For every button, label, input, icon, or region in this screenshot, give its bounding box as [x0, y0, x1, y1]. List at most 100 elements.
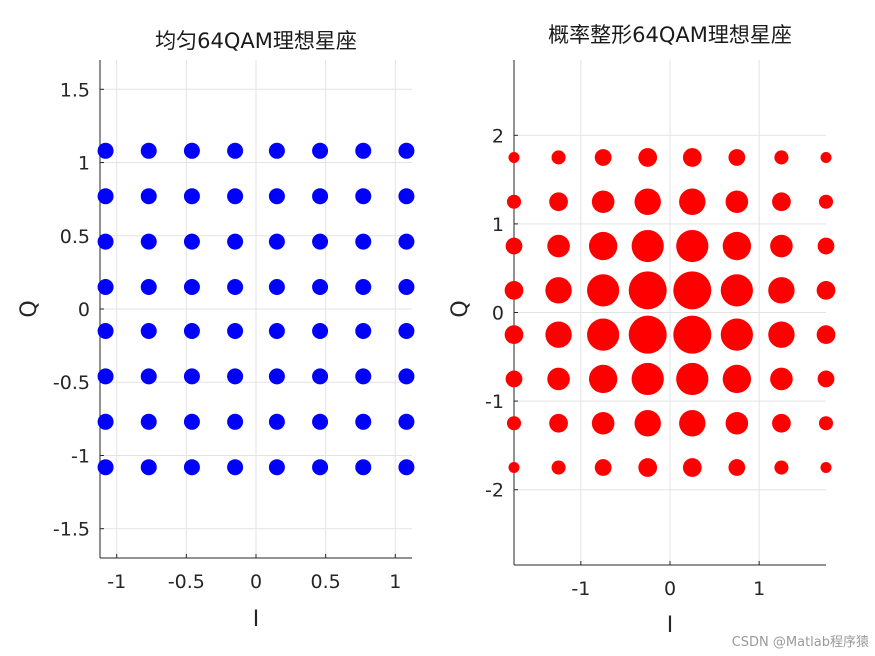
constellation-point — [634, 188, 661, 215]
constellation-point — [355, 322, 372, 339]
y-tick-label: 1.5 — [60, 79, 90, 101]
constellation-point — [268, 413, 285, 430]
constellation-point — [355, 459, 372, 476]
constellation-point — [312, 142, 329, 159]
constellation-point — [398, 322, 415, 339]
y-tick-label: 0 — [492, 303, 504, 325]
constellation-point — [508, 462, 520, 474]
constellation-point — [673, 271, 712, 310]
constellation-point — [720, 318, 753, 351]
constellation-point — [312, 459, 329, 476]
constellation-point — [591, 411, 615, 435]
constellation-point — [816, 280, 836, 300]
constellation-point — [398, 368, 415, 385]
y-tick-label: 2 — [492, 125, 504, 147]
constellation-point — [227, 142, 244, 159]
y-axis-label: Q — [448, 300, 473, 317]
constellation-point — [818, 194, 834, 209]
constellation-point — [97, 368, 114, 385]
constellation-point — [227, 322, 244, 339]
y-axis-label: Q — [17, 300, 42, 317]
constellation-point — [545, 277, 572, 304]
constellation-point — [140, 413, 157, 430]
constellation-point — [355, 188, 372, 205]
constellation-point — [398, 413, 415, 430]
y-tick-label: -0.5 — [53, 372, 90, 394]
constellation-point — [97, 142, 114, 159]
chart-uniform-64qam: 均匀64QAM理想星座 -1 -0.5 0 0.5 1 -1.5 -1 -0.5 0 0.5 1 1.… — [17, 29, 415, 632]
constellation-point — [588, 364, 618, 394]
x-tick-label: 0 — [664, 578, 676, 600]
constellation-point — [725, 411, 749, 435]
x-tick-label: -0.5 — [168, 571, 205, 593]
constellation-point — [772, 413, 791, 433]
constellation-point — [676, 229, 709, 263]
constellation-point — [816, 325, 836, 345]
x-axis-label: I — [253, 607, 260, 632]
constellation-point — [508, 151, 520, 163]
constellation-point — [140, 142, 157, 159]
constellation-point — [817, 370, 835, 388]
constellation-point — [183, 142, 200, 159]
constellation-point — [312, 279, 329, 296]
constellation-point — [504, 280, 524, 300]
constellation-point — [728, 459, 746, 476]
constellation-point — [355, 279, 372, 296]
constellation-point — [728, 149, 746, 166]
constellation-point — [817, 237, 835, 255]
constellation-point — [676, 362, 709, 396]
constellation-point — [818, 416, 834, 431]
constellation-point — [547, 234, 570, 258]
constellation-point — [505, 237, 523, 255]
constellation-point — [97, 233, 114, 250]
constellation-point — [183, 413, 200, 430]
constellation-point — [506, 194, 522, 209]
constellation-point — [720, 274, 753, 307]
y-tick-label: -1 — [485, 391, 504, 413]
constellation-point — [506, 416, 522, 431]
constellation-point — [679, 188, 706, 215]
constellation-point — [631, 229, 664, 263]
constellation-point — [398, 459, 415, 476]
constellation-point — [227, 188, 244, 205]
constellation-point — [772, 192, 791, 212]
constellation-point — [545, 321, 572, 348]
x-tick-label: 0.5 — [311, 571, 341, 593]
constellation-point — [312, 368, 329, 385]
constellation-point — [820, 462, 832, 474]
constellation-point — [591, 190, 615, 214]
constellation-point — [673, 315, 712, 354]
chart-shaped-64qam: 概率整形64QAM理想星座 -1 0 1 -2 -1 0 1 2 I Q — [448, 23, 836, 638]
constellation-point — [227, 459, 244, 476]
constellation-point — [97, 188, 114, 205]
constellation-point — [774, 460, 789, 475]
constellation-point — [722, 231, 752, 261]
constellation-point — [355, 413, 372, 430]
constellation-point — [504, 325, 524, 345]
constellation-point — [140, 188, 157, 205]
constellation-point — [227, 368, 244, 385]
constellation-point — [312, 233, 329, 250]
x-tick-label: -1 — [107, 571, 126, 593]
constellation-point — [140, 279, 157, 296]
constellation-point — [140, 459, 157, 476]
constellation-point — [587, 274, 620, 307]
constellation-point — [183, 368, 200, 385]
constellation-point — [355, 368, 372, 385]
constellation-point — [551, 460, 566, 475]
constellation-point — [505, 370, 523, 388]
constellation-point — [398, 188, 415, 205]
constellation-point — [227, 233, 244, 250]
constellation-point — [588, 231, 618, 261]
chart-title: 概率整形64QAM理想星座 — [548, 23, 792, 47]
constellation-point — [768, 321, 795, 348]
constellation-point — [268, 142, 285, 159]
constellation-point — [140, 233, 157, 250]
constellation-point — [638, 148, 658, 167]
constellation-point — [820, 151, 832, 163]
constellation-point — [140, 368, 157, 385]
constellation-point — [679, 410, 706, 437]
constellation-point — [312, 188, 329, 205]
constellation-point — [587, 318, 620, 351]
